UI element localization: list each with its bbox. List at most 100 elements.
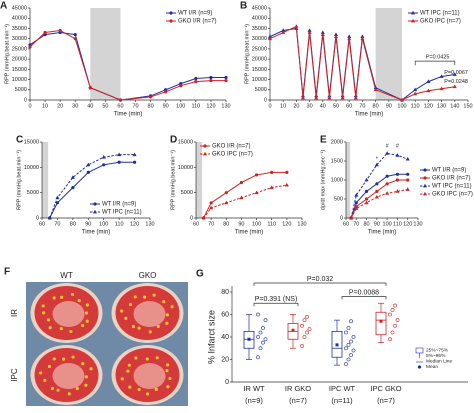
y-axis-label: RPP (mmHg.beat.min⁻¹): [170, 150, 176, 210]
data-point: [347, 34, 352, 39]
infarct-speck: [43, 378, 47, 382]
y-tick-label: 10000: [252, 77, 267, 83]
heart-slice-core: [133, 363, 166, 389]
data-point: [118, 98, 123, 102]
data-point: [344, 346, 348, 351]
y-tick-label: 40: [221, 334, 229, 341]
data-point: [224, 191, 228, 195]
x-tick-label: 60: [343, 221, 349, 227]
data-point: [73, 32, 77, 37]
data-point: [439, 86, 444, 91]
data-point: [224, 78, 228, 83]
data-point: [347, 36, 352, 41]
data-point: [270, 170, 274, 174]
infarct-speck: [128, 385, 132, 389]
series-line: [49, 154, 135, 219]
data-point: [164, 90, 168, 94]
infarct-speck: [128, 302, 133, 307]
data-point: [43, 30, 47, 35]
x-tick-label: 100: [176, 103, 185, 109]
x-tick-label: 80: [373, 103, 379, 109]
data-point: [285, 170, 289, 174]
data-point: [364, 200, 369, 205]
data-point: [302, 318, 307, 323]
data-point: [354, 201, 358, 205]
legend-label: WT I/R (n=9): [102, 202, 136, 208]
legend-marker: [411, 10, 415, 15]
legend-marker: [169, 19, 173, 23]
x-tick-label: 70: [54, 221, 60, 227]
series-line: [350, 152, 408, 219]
data-point: [374, 162, 379, 167]
x-tick-label: 50: [333, 103, 339, 109]
y-tick-label: 25000: [252, 46, 267, 52]
data-point: [305, 314, 309, 319]
y-tick-label: 0: [190, 215, 193, 221]
infarct-speck: [170, 305, 174, 309]
data-point: [88, 86, 92, 90]
infarct-speck: [56, 388, 60, 392]
infarct-speck: [131, 324, 136, 329]
legend-label: WT IPC (n=11): [102, 210, 142, 216]
infarct-speck: [165, 313, 169, 317]
x-tick-label: 80: [70, 221, 76, 227]
data-point: [239, 195, 244, 200]
panel-label: C: [16, 135, 23, 146]
infarct-speck: [148, 330, 152, 334]
series-line: [203, 184, 287, 219]
data-point: [320, 32, 325, 36]
x-tick-label: 0: [268, 103, 271, 109]
x-tick-label: 30: [72, 103, 78, 109]
annotation: #: [386, 143, 390, 149]
x-tick-label: 120: [424, 103, 433, 109]
data-point: [58, 28, 62, 33]
infarct-speck: [41, 304, 45, 308]
legend-marker: [423, 176, 427, 180]
annotation: P=0.0067: [444, 70, 468, 76]
x-tick-label: 130: [413, 221, 422, 227]
infarct-speck: [69, 329, 73, 334]
x-axis-label: Time (min): [368, 230, 396, 236]
infarct-speck: [67, 392, 71, 396]
data-point: [194, 76, 198, 81]
y-tick-label: 10000: [24, 165, 39, 171]
y-tick-label: 0: [225, 379, 229, 386]
data-point: [354, 206, 359, 210]
panel-label: D: [170, 135, 177, 146]
legend-label: GKO IPC (n=7): [432, 192, 473, 198]
data-point: [346, 326, 351, 330]
data-point: [349, 339, 353, 344]
x-tick-label: 80: [148, 103, 154, 109]
y-tick-label: 20: [221, 356, 229, 363]
y-tick-label: 35000: [12, 26, 27, 32]
x-tick-label: 70: [353, 221, 359, 227]
infarct-speck: [84, 375, 88, 379]
y-tick-label: 500: [334, 196, 343, 202]
legend-mean: [417, 365, 422, 369]
data-point: [209, 78, 213, 83]
infarct-speck: [137, 387, 141, 392]
x-tick-label: 70: [208, 221, 214, 227]
y-axis-label: RPP (mmHg.beat.min⁻¹): [16, 150, 22, 210]
data-point: [86, 162, 91, 167]
y-tick-label: 0: [36, 215, 39, 221]
data-point: [284, 182, 289, 187]
data-point: [349, 353, 353, 357]
data-point: [364, 189, 369, 193]
data-point: [360, 34, 365, 39]
data-point: [117, 160, 121, 164]
x-tick-label: 10: [42, 103, 48, 109]
data-point: [71, 186, 75, 190]
data-point: [426, 88, 431, 93]
heart-slice-core: [133, 301, 166, 327]
x-tick-label: 120: [206, 103, 215, 109]
y-tick-label: 5000: [27, 190, 39, 196]
data-point: [132, 152, 137, 157]
x-tick-label: IPC GKO: [370, 384, 401, 393]
panel-label: G: [196, 269, 204, 280]
legend-marker: [411, 18, 415, 23]
data-point: [47, 215, 52, 220]
x-tick-label: 110: [267, 221, 276, 227]
legend-marker: [423, 168, 427, 172]
